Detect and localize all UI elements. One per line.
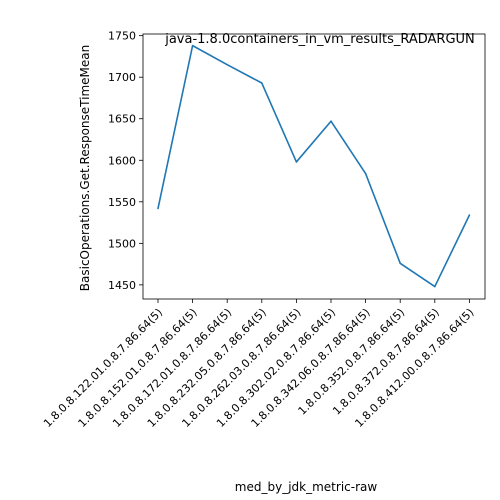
x-axis-label: med_by_jdk_metric-raw: [235, 480, 378, 494]
series-line: [157, 44, 471, 288]
data-point: [399, 262, 402, 265]
data-point: [261, 82, 263, 84]
data-point: [364, 172, 367, 175]
y-tick-label: 1650: [108, 113, 136, 126]
y-tick-label: 1700: [108, 71, 136, 84]
plot-frame: [142, 33, 486, 300]
data-point: [468, 214, 471, 216]
data-point: [434, 285, 436, 288]
y-tick-label: 1600: [108, 154, 136, 167]
data-point: [191, 44, 194, 47]
y-tick-label: 1500: [108, 237, 136, 250]
data-point: [157, 207, 159, 210]
data-point: [226, 63, 228, 66]
y-tick-label: 1550: [108, 196, 136, 209]
data-point: [295, 161, 298, 163]
chart-title: java-1.8.0containers_in_vm_results_RADAR…: [164, 32, 475, 47]
data-point: [330, 120, 332, 123]
plot-area: 14501500155016001650170017501.8.0.8.122.…: [41, 30, 486, 430]
y-tick-label: 1450: [108, 279, 136, 292]
y-tick-label: 1750: [108, 30, 136, 43]
y-axis-label: BasicOperations.Get.ResponseTimeMean: [78, 45, 92, 291]
